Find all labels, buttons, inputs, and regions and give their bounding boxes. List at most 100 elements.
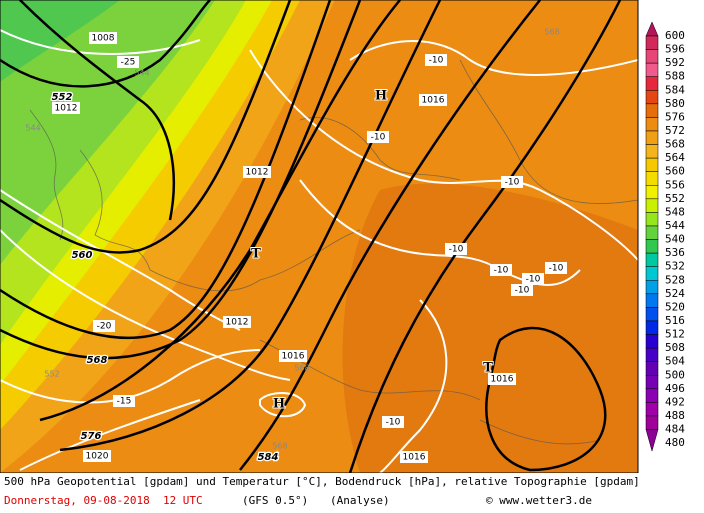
pressure-center: T (251, 247, 261, 262)
colorbar-swatch (645, 252, 659, 267)
map-label: 1008 (92, 34, 115, 44)
colorbar-label: 516 (665, 314, 685, 327)
label-box (52, 102, 80, 114)
colorbar-cap (645, 21, 659, 37)
map-label: -10 (449, 245, 464, 255)
label-box (522, 273, 544, 285)
colorbar-label: 492 (665, 395, 685, 408)
topography-label: 544 (134, 69, 149, 78)
label-box (501, 176, 523, 188)
geopotential-contours (0, 0, 622, 473)
colorbar-swatch (645, 212, 659, 227)
footer-date: Donnerstag, 09-08-2018 12 UTC (4, 494, 203, 507)
map-label: -10 (494, 266, 509, 276)
map-label: -25 (121, 58, 136, 68)
map-label: -10 (515, 286, 530, 296)
map-label: -10 (386, 418, 401, 428)
topography-label: 552 (44, 370, 59, 379)
label-box (445, 243, 467, 255)
colorbar-swatch (645, 239, 659, 254)
footer-run: (Analyse) (330, 494, 390, 507)
colorbar-swatch (645, 361, 659, 376)
colorbar-label: 504 (665, 355, 685, 368)
colorbar-label: 480 (665, 436, 685, 449)
colorbar-label: 564 (665, 151, 685, 164)
geopotential-label: 584 (258, 452, 279, 463)
label-box (545, 262, 567, 274)
footer-model: (GFS 0.5°) (242, 494, 309, 507)
label-box (488, 373, 516, 385)
label-box (117, 56, 139, 68)
label-box (367, 131, 389, 143)
label-box (93, 320, 115, 332)
colorbar-label: 500 (665, 368, 685, 381)
label-box (113, 395, 135, 407)
map-label: -10 (549, 264, 564, 274)
colorbar-label: 528 (665, 273, 685, 286)
map-label: -10 (371, 133, 386, 143)
colorbar-swatch (645, 334, 659, 349)
colorbar-label: 552 (665, 192, 685, 205)
label-box (83, 450, 111, 462)
footer-description: 500 hPa Geopotential [gpdam] und Tempera… (4, 475, 640, 488)
label-box (490, 264, 512, 276)
colorbar-label: 532 (665, 260, 685, 273)
colorbar-swatch (645, 35, 659, 50)
colorbar-swatch (645, 144, 659, 159)
colorbar-label: 484 (665, 423, 685, 436)
label-box (419, 94, 447, 106)
geopotential-label: 560 (72, 250, 93, 261)
pressure-center: T (483, 361, 493, 376)
colorbar-cap (645, 429, 659, 453)
colorbar-swatch (645, 266, 659, 281)
map-label: 1016 (403, 453, 426, 463)
colorbar-label: 576 (665, 110, 685, 123)
colorbar-swatch (645, 388, 659, 403)
colorbar-label: 520 (665, 300, 685, 313)
colorbar-swatch (645, 402, 659, 417)
map-label: 1016 (491, 375, 514, 385)
map-label: -10 (526, 275, 541, 285)
label-box (279, 350, 307, 362)
map-fill (0, 0, 638, 473)
colorbar-swatch (645, 225, 659, 240)
colorbar-label: 556 (665, 178, 685, 191)
map-label: -15 (117, 397, 132, 407)
label-box (223, 316, 251, 328)
colorbar-label: 544 (665, 219, 685, 232)
colorbar-swatch (645, 185, 659, 200)
map-label: 1020 (86, 452, 109, 462)
map-label: 1012 (246, 168, 269, 178)
colorbar-label: 600 (665, 29, 685, 42)
map-frame (0, 0, 639, 473)
colorbar-label: 568 (665, 138, 685, 151)
map-label: 1012 (55, 104, 78, 114)
colorbar-swatch (645, 293, 659, 308)
colorbar-swatch (645, 157, 659, 172)
label-box (243, 166, 271, 178)
map-label: 1012 (226, 318, 249, 328)
colorbar-swatch (645, 130, 659, 145)
label-box (89, 32, 117, 44)
colorbar-swatch (645, 375, 659, 390)
label-box (511, 284, 533, 296)
colorbar-swatch (645, 90, 659, 105)
colorbar-label: 596 (665, 43, 685, 56)
map-label: 1016 (422, 96, 445, 106)
topography-label: 568 (272, 442, 287, 451)
geopotential-label: 576 (81, 431, 102, 442)
colorbar-label: 488 (665, 409, 685, 422)
colorbar-label: 548 (665, 205, 685, 218)
topography-label: 544 (25, 124, 40, 133)
map-label: -20 (97, 322, 112, 332)
colorbar-label: 580 (665, 97, 685, 110)
geopotential-label: 568 (87, 355, 108, 366)
colorbar-swatch (645, 49, 659, 64)
pressure-center: H (273, 397, 285, 412)
colorbar-label: 512 (665, 328, 685, 341)
footer-copyright: © www.wetter3.de (486, 494, 592, 507)
colorbar-label: 584 (665, 83, 685, 96)
colorbar-label: 560 (665, 165, 685, 178)
colorbar-label: 540 (665, 233, 685, 246)
colorbar-swatch (645, 198, 659, 213)
